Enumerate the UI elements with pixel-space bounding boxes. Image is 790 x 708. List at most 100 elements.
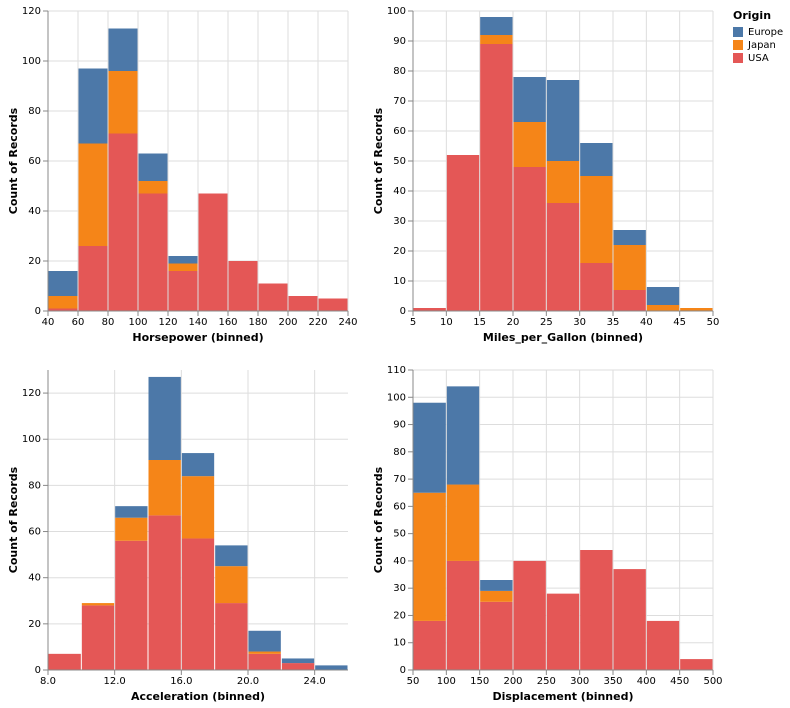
y-tick-label: 70 [393,474,406,485]
y-tick-label: 80 [28,106,41,117]
bar-segment [546,80,580,161]
y-tick-label: 90 [393,420,406,431]
bar-segment [215,603,248,670]
bar-segment [580,550,613,670]
bar-segment [413,492,446,621]
bar-segment [480,17,513,35]
bar-segment [580,263,613,311]
bar-segment [613,230,646,245]
y-tick-label: 50 [393,529,406,540]
legend-swatch [733,27,743,37]
legend-label: USA [748,53,769,64]
bar-segment [646,305,680,311]
y-tick-label: 80 [28,480,41,491]
bar-segment [318,298,348,311]
bar-segment [513,167,546,311]
bar-segment [168,256,198,264]
bar-segment [446,560,480,670]
bar-segment [413,402,446,493]
bar-segment [78,143,108,246]
x-tick-label: 240 [338,317,357,328]
y-tick-label: 60 [393,126,406,137]
x-tick-label: 15 [473,317,486,328]
x-axis-title: Displacement (binned) [492,690,633,703]
x-tick-label: 450 [670,676,689,687]
y-tick-label: 40 [393,556,406,567]
bar-segment [138,153,168,181]
y-tick-label: 20 [393,610,406,621]
y-tick-label: 20 [28,256,41,267]
y-tick-label: 60 [28,156,41,167]
y-tick-label: 100 [387,6,406,17]
y-axis-title: Count of Records [372,107,385,214]
bar-segment [646,287,680,305]
y-tick-label: 100 [22,434,41,445]
y-tick-label: 90 [393,36,406,47]
bar-segment [108,28,138,71]
legend-label: Europe [748,27,783,38]
y-axis-title: Count of Records [372,466,385,573]
x-tick-label: 180 [248,317,267,328]
y-tick-label: 20 [393,246,406,257]
bar-segment [315,665,348,670]
bar-segment [215,545,248,567]
bar-segment [480,580,513,591]
y-tick-label: 10 [393,638,406,649]
bar-segment [198,193,228,311]
bar-segment [48,308,78,311]
y-tick-label: 60 [28,527,41,538]
bar-segment [81,605,115,670]
bar-segment [480,35,513,44]
x-axis-title: Acceleration (binned) [131,690,265,703]
x-tick-label: 50 [707,317,720,328]
bar-segment [413,620,446,670]
legend-label: Japan [747,40,776,51]
bar-segment [115,517,148,541]
legend-title: Origin [733,9,771,22]
y-tick-label: 30 [393,216,406,227]
bar-segment [181,538,215,670]
y-tick-label: 70 [393,96,406,107]
y-tick-label: 120 [22,388,41,399]
bar-segment [148,460,181,516]
bar-segment [288,296,318,311]
x-tick-label: 300 [570,676,589,687]
x-tick-label: 60 [72,317,85,328]
bar-segment [215,566,248,604]
bar-segment [480,44,513,311]
x-axis-title: Horsepower (binned) [132,331,263,344]
x-tick-label: 24.0 [304,676,326,687]
bar-segment [148,515,181,670]
bar-segment [248,651,281,654]
x-tick-label: 250 [537,676,556,687]
bar-segment [48,653,81,670]
y-axis-title: Count of Records [7,107,20,214]
x-tick-label: 100 [128,317,147,328]
bar-segment [680,659,713,670]
x-tick-label: 20.0 [237,676,259,687]
bar-segment [258,283,288,311]
legend-swatch [733,40,743,50]
bar-segment [138,181,168,194]
bar-segment [513,560,546,670]
bar-segment [281,663,315,670]
y-tick-label: 0 [35,665,41,676]
x-tick-label: 12.0 [104,676,126,687]
bar-segment [115,540,148,670]
y-tick-label: 60 [393,501,406,512]
bar-segment [580,143,613,176]
bar-segment [446,155,480,311]
x-tick-label: 25 [540,317,553,328]
x-tick-label: 16.0 [170,676,192,687]
y-tick-label: 100 [22,56,41,67]
bar-segment [446,484,480,561]
x-tick-label: 40 [640,317,653,328]
bar-segment [48,271,78,296]
y-tick-label: 0 [35,306,41,317]
y-tick-label: 10 [393,276,406,287]
y-tick-label: 20 [28,619,41,630]
bar-segment [81,603,115,606]
x-tick-label: 150 [470,676,489,687]
x-tick-label: 220 [308,317,327,328]
